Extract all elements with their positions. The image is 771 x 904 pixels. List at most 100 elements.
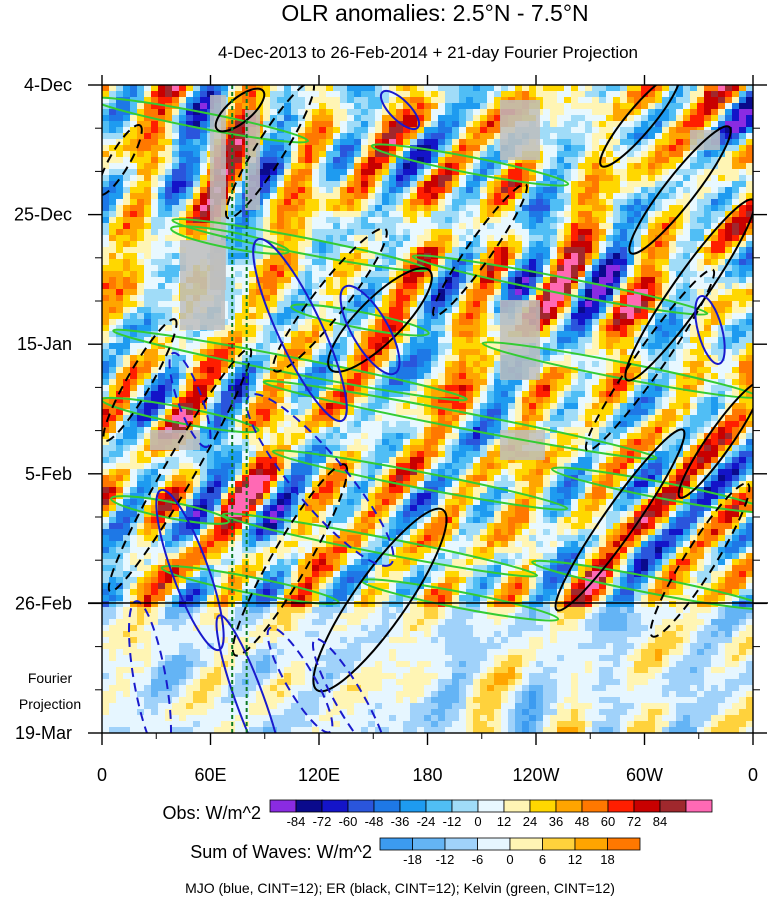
field-cell <box>410 235 418 242</box>
field-cell <box>333 283 341 290</box>
field-cell <box>473 289 481 296</box>
field-cell <box>396 115 404 122</box>
field-cell <box>305 205 313 212</box>
field-cell <box>116 151 124 158</box>
field-cell <box>669 271 677 278</box>
field-cell <box>599 235 607 242</box>
field-cell <box>291 379 299 386</box>
field-cell <box>333 373 341 380</box>
field-cell <box>487 235 495 242</box>
field-cell <box>578 385 586 392</box>
field-cell <box>319 187 327 194</box>
field-cell <box>347 313 355 320</box>
field-cell <box>403 313 411 320</box>
field-cell <box>417 211 425 218</box>
field-cell <box>354 193 362 200</box>
field-cell <box>564 91 572 98</box>
field-cell <box>347 373 355 380</box>
field-cell <box>494 223 502 230</box>
field-cell <box>305 361 313 368</box>
field-cell <box>137 121 145 128</box>
field-cell <box>662 91 670 98</box>
field-cell <box>319 283 327 290</box>
field-cell <box>732 91 740 98</box>
field-cell <box>683 343 691 350</box>
field-cell <box>193 175 201 182</box>
field-cell <box>249 295 257 302</box>
field-cell <box>228 289 236 296</box>
field-cell <box>361 367 369 374</box>
field-cell <box>494 379 502 386</box>
field-cell <box>319 127 327 134</box>
field-cell <box>263 139 271 146</box>
field-cell <box>144 343 152 350</box>
field-cell <box>634 313 642 320</box>
field-cell <box>326 217 334 224</box>
field-cell <box>662 145 670 152</box>
field-cell <box>389 397 397 404</box>
field-cell <box>564 289 572 296</box>
field-cell <box>718 229 726 236</box>
field-cell <box>270 397 278 404</box>
field-cell <box>158 133 166 140</box>
field-cell <box>690 199 698 206</box>
field-cell <box>711 235 719 242</box>
field-cell <box>396 145 404 152</box>
field-cell <box>424 181 432 188</box>
field-cell <box>284 121 292 128</box>
field-cell <box>424 157 432 164</box>
field-cell <box>501 397 509 404</box>
field-cell <box>438 121 446 128</box>
field-cell <box>550 103 558 110</box>
field-cell <box>158 319 166 326</box>
field-cell <box>375 205 383 212</box>
field-cell <box>165 163 173 170</box>
field-cell <box>571 319 579 326</box>
field-cell <box>683 391 691 398</box>
field-cell <box>508 295 516 302</box>
field-cell <box>501 187 509 194</box>
field-cell <box>277 277 285 284</box>
field-cell <box>235 289 243 296</box>
field-cell <box>123 355 131 362</box>
field-cell <box>725 313 733 320</box>
field-cell <box>655 175 663 182</box>
field-cell <box>683 277 691 284</box>
field-cell <box>116 355 124 362</box>
field-cell <box>662 283 670 290</box>
field-cell <box>326 355 334 362</box>
field-cell <box>592 367 600 374</box>
field-cell <box>186 379 194 386</box>
field-cell <box>130 349 138 356</box>
field-cell <box>648 367 656 374</box>
field-cell <box>207 391 215 398</box>
field-cell <box>172 133 180 140</box>
field-cell <box>263 403 271 410</box>
field-cell <box>130 217 138 224</box>
field-cell <box>403 355 411 362</box>
field-cell <box>585 175 593 182</box>
field-cell <box>137 91 145 98</box>
field-cell <box>536 403 544 410</box>
field-cell <box>473 199 481 206</box>
field-cell <box>459 349 467 356</box>
field-cell <box>312 121 320 128</box>
field-cell <box>480 355 488 362</box>
field-cell <box>221 397 229 404</box>
field-cell <box>326 337 334 344</box>
field-cell <box>648 193 656 200</box>
field-cell <box>102 349 110 356</box>
field-cell <box>263 259 271 266</box>
field-cell <box>291 361 299 368</box>
field-cell <box>641 199 649 206</box>
field-cell <box>725 205 733 212</box>
field-cell <box>522 193 530 200</box>
field-cell <box>690 169 698 176</box>
field-cell <box>648 175 656 182</box>
field-cell <box>109 85 117 92</box>
field-cell <box>571 349 579 356</box>
field-cell <box>557 259 565 266</box>
field-cell <box>606 115 614 122</box>
field-cell <box>606 337 614 344</box>
field-cell <box>389 241 397 248</box>
